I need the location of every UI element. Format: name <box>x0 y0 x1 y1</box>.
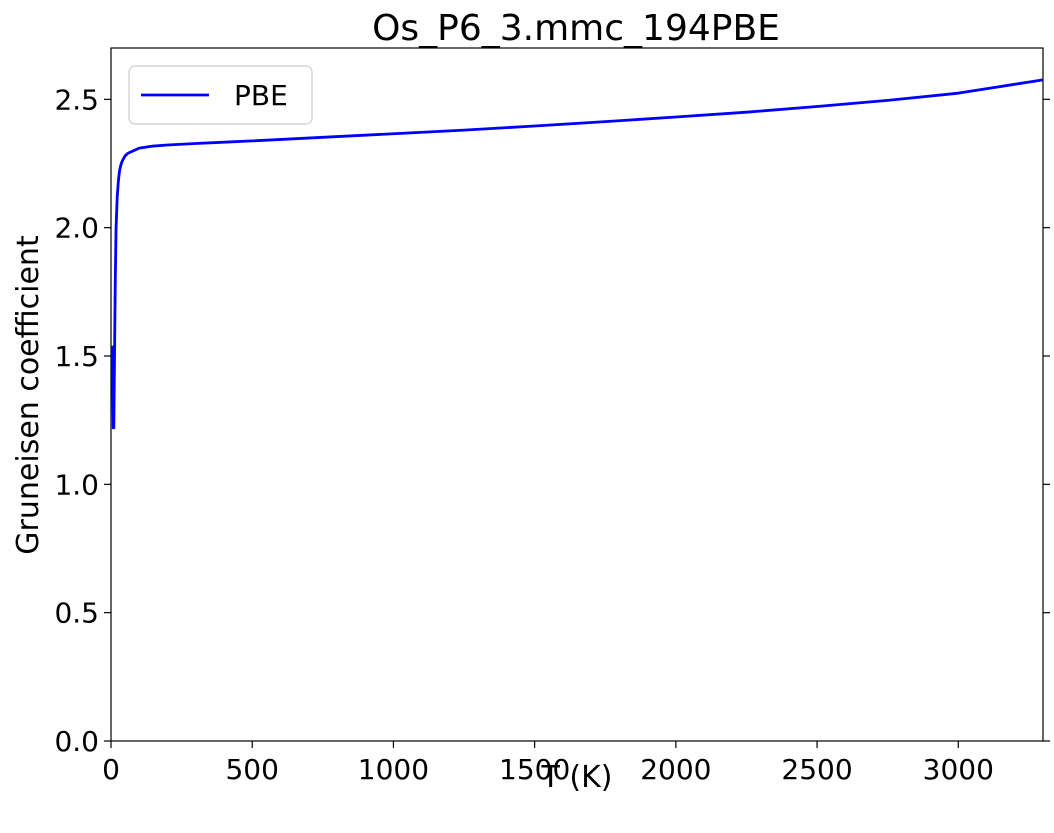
plot-frame <box>110 47 1044 742</box>
legend-box <box>128 65 313 125</box>
x-tick-label: 2000 <box>640 753 711 786</box>
y-tick-label: 1.0 <box>54 468 99 501</box>
legend: PBE <box>128 65 313 125</box>
x-tick-label: 3000 <box>923 753 994 786</box>
x-tick-label: 1500 <box>499 753 570 786</box>
axis-ticks: 0 500 1000 1500 2000 2500 3000 0.0 0.5 1.0 1.5 2.0 2… <box>54 83 1050 786</box>
x-tick-label: 500 <box>225 753 278 786</box>
y-tick-label: 0.5 <box>54 597 99 630</box>
series-line-pbe <box>111 78 1044 430</box>
x-tick-label: 1000 <box>358 753 429 786</box>
x-tick-label: 0 <box>102 753 120 786</box>
y-tick-label: 2.0 <box>54 212 99 245</box>
y-tick-label: 1.5 <box>54 340 99 373</box>
y-tick-label: 0.0 <box>54 725 99 758</box>
y-axis-label: Gruneisen coefficient <box>11 235 46 555</box>
chart-title: Os_P6_3.mmc_194PBE <box>372 8 780 49</box>
legend-label-pbe: PBE <box>234 79 288 112</box>
x-axis-label: T (K) <box>541 760 613 795</box>
y-tick-label: 2.5 <box>54 83 99 116</box>
x-tick-label: 2500 <box>781 753 852 786</box>
